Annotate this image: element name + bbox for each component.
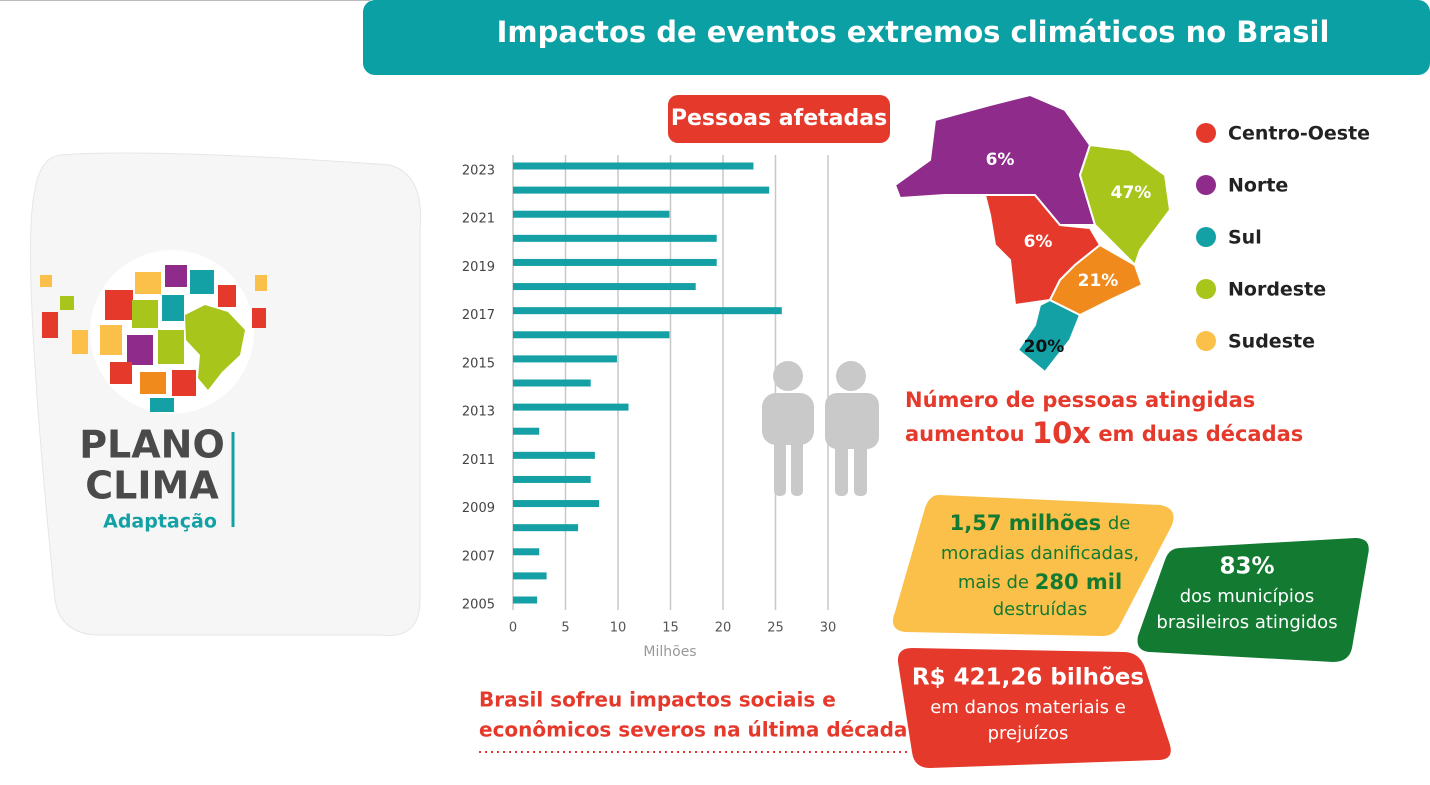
legend-swatch <box>1196 227 1216 247</box>
housing-big: 1,57 milhões <box>950 511 1102 535</box>
y-tick-label: 2013 <box>462 405 495 420</box>
damage-line: em danos materiais e <box>930 697 1126 718</box>
y-tick-label: 2021 <box>462 212 495 227</box>
bar <box>513 572 547 580</box>
region-label: 20% <box>1024 337 1065 357</box>
x-tick-label: 10 <box>610 621 627 636</box>
y-tick-label: 2019 <box>462 260 495 275</box>
bar <box>513 403 629 411</box>
logo-backdrop <box>30 152 422 637</box>
housing-text: mais de <box>958 572 1029 593</box>
municipalities-line: dos municípios <box>1180 586 1315 607</box>
region-label: 21% <box>1078 271 1119 291</box>
bar <box>513 186 770 194</box>
legend-swatch <box>1196 123 1216 143</box>
note-text: em duas décadas <box>1098 422 1303 446</box>
legend-label: Centro-Oeste <box>1228 123 1370 145</box>
bar <box>513 258 717 266</box>
housing-line: mais de 280 mil <box>958 570 1122 594</box>
bar <box>513 379 591 387</box>
map: 6% 6% 20% 47% 21% <box>893 93 1172 374</box>
page-title: Impactos de eventos extremos climáticos … <box>497 15 1330 49</box>
municipalities-big: 83% <box>1219 554 1274 580</box>
header-bar <box>363 0 1430 75</box>
y-tick-label: 2017 <box>462 308 495 323</box>
housing-big: 280 mil <box>1035 570 1122 594</box>
y-tick-label: 2015 <box>462 356 495 371</box>
legend-label: Norte <box>1228 175 1288 197</box>
housing-text: de <box>1108 513 1131 534</box>
logo-line: CLIMA <box>85 464 219 508</box>
damage-big: R$ 421,26 bilhões <box>912 665 1144 691</box>
y-tick-label: 2005 <box>462 598 495 613</box>
y-tick-label: 2009 <box>462 501 495 516</box>
region-label: 47% <box>1111 183 1152 203</box>
bar <box>513 500 600 508</box>
municipalities-box <box>1137 538 1369 662</box>
y-tick-label: 2007 <box>462 549 495 564</box>
x-tick-label: 20 <box>715 621 732 636</box>
y-tick-label: 2011 <box>462 453 495 468</box>
bar <box>513 283 696 291</box>
people-icon <box>762 361 879 496</box>
map-region <box>1048 243 1144 317</box>
bar <box>513 475 591 483</box>
logo-subtitle: Adaptação <box>103 511 217 533</box>
bar <box>513 355 617 363</box>
logo-line: PLANO <box>79 423 225 467</box>
legend-label: Sudeste <box>1228 331 1315 353</box>
bar <box>513 307 782 315</box>
bar <box>513 548 540 556</box>
bar <box>513 524 579 532</box>
housing-line: 1,57 milhões de <box>950 511 1131 535</box>
logo-globe <box>40 250 267 414</box>
region-label: 6% <box>986 150 1015 170</box>
housing-line: moradias danificadas, <box>941 543 1139 564</box>
bar <box>513 331 670 339</box>
chart-title: Pessoas afetadas <box>671 106 887 131</box>
bar <box>513 596 538 604</box>
damage-line: prejuízos <box>988 723 1069 744</box>
note-highlight: 10x <box>1032 416 1091 450</box>
legend-label: Sul <box>1228 227 1262 249</box>
y-tick-label: 2023 <box>462 164 495 179</box>
bar <box>513 162 754 170</box>
legend: Centro-Oeste Norte Sul Nordeste Sudeste <box>1196 123 1370 353</box>
footer-line: Brasil sofreu impactos sociais e <box>479 688 836 712</box>
legend-label: Nordeste <box>1228 279 1326 301</box>
housing-line: destruídas <box>993 599 1088 620</box>
bar <box>513 427 540 435</box>
footer-line: econômicos severos na última década <box>479 718 907 742</box>
x-tick-label: 5 <box>561 621 569 636</box>
x-axis-label: Milhões <box>643 644 696 660</box>
legend-swatch <box>1196 331 1216 351</box>
note-line: Número de pessoas atingidas <box>905 388 1255 412</box>
legend-swatch <box>1196 279 1216 299</box>
x-tick-label: 25 <box>767 621 784 636</box>
map-region <box>1016 298 1082 374</box>
map-region <box>1078 143 1172 267</box>
bar <box>513 210 670 218</box>
chart-title-box <box>668 95 890 143</box>
region-label: 6% <box>1024 232 1053 252</box>
damage-box <box>897 648 1171 768</box>
bar <box>513 234 717 242</box>
x-tick-label: 30 <box>820 621 837 636</box>
bar-chart: 0 5 10 15 20 25 30 2023 2021 2019 2017 2015 2013 2011… <box>462 155 836 636</box>
note-line: aumentou 10x em duas décadas <box>905 416 1303 450</box>
municipalities-line: brasileiros atingidos <box>1156 612 1337 633</box>
legend-swatch <box>1196 175 1216 195</box>
bar <box>513 451 595 459</box>
housing-box <box>892 494 1174 637</box>
x-tick-label: 15 <box>662 621 679 636</box>
x-tick-label: 0 <box>509 621 517 636</box>
note-text: aumentou <box>905 422 1025 446</box>
